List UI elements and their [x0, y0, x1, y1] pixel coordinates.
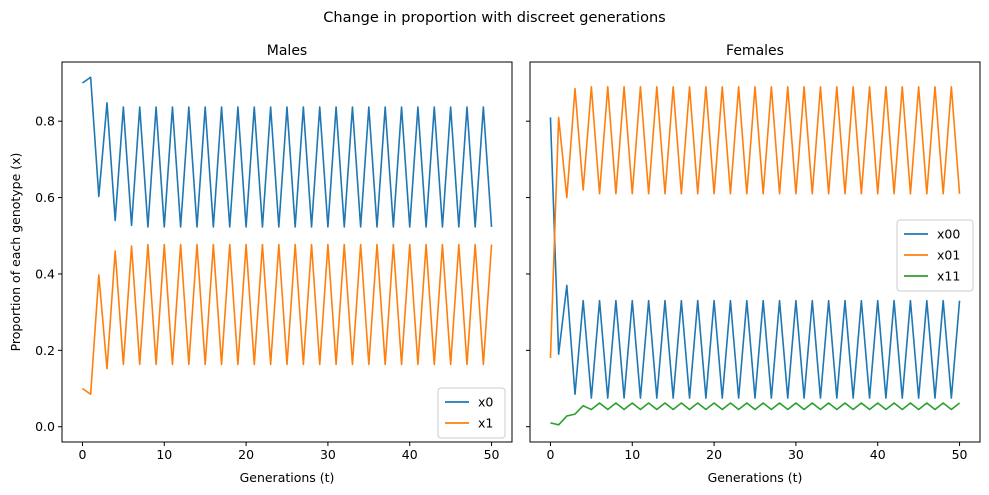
- x-tick-label: 20: [238, 447, 254, 462]
- series-line-x11: [550, 402, 961, 426]
- axes-frame: [61, 61, 513, 443]
- x-tick-label: 10: [624, 447, 640, 462]
- legend: x00 x01 x11: [896, 219, 974, 292]
- x-tick-label: 0: [546, 447, 554, 462]
- legend-label: x01: [937, 248, 960, 263]
- chart-panel-1: Males 0 10 20 30 40 50 0.0 0.2 0.4 0.6 0.8 Generatio…: [8, 43, 513, 485]
- y-tick-label: 0.2: [35, 343, 55, 358]
- panel-title: Males: [267, 43, 307, 59]
- panels: Males 0 10 20 30 40 50 0.0 0.2 0.4 0.6 0.8 Generatio…: [8, 43, 981, 485]
- y-tick-label: 0.8: [35, 114, 55, 129]
- legend-label: x11: [937, 269, 960, 284]
- figure-title: Change in proportion with discreet gener…: [323, 10, 665, 26]
- series-line-x0: [81, 76, 493, 228]
- series-group: [549, 86, 961, 426]
- x-axis-label: Generations (t): [240, 470, 335, 485]
- series-group: [81, 76, 493, 396]
- series-line-x00: [549, 117, 961, 399]
- x-tick-label: 10: [156, 447, 172, 462]
- legend-label: x00: [937, 227, 960, 242]
- x-tick-label: 50: [952, 447, 968, 462]
- y-axis-label: Proportion of each genotype (x): [8, 153, 23, 352]
- x-tick-label: 50: [484, 447, 500, 462]
- y-tick-label: 0.0: [35, 419, 55, 434]
- axes-frame: [529, 61, 981, 443]
- series-line-x01: [549, 86, 961, 359]
- y-tick-label: 0.4: [35, 266, 55, 281]
- x-axis-label: Generations (t): [708, 470, 803, 485]
- x-tick-label: 30: [320, 447, 336, 462]
- legend-box: [896, 219, 974, 292]
- x-tick-label: 30: [788, 447, 804, 462]
- y-tick-label: 0.6: [35, 190, 55, 205]
- legend-box: [437, 387, 506, 439]
- series-line-x1: [81, 243, 493, 396]
- legend-label: x0: [478, 395, 493, 410]
- legend-label: x1: [478, 416, 493, 431]
- x-tick-label: 0: [78, 447, 86, 462]
- x-tick-label: 40: [870, 447, 886, 462]
- x-tick-label: 40: [402, 447, 418, 462]
- x-tick-label: 20: [706, 447, 722, 462]
- panel-title: Females: [726, 43, 784, 59]
